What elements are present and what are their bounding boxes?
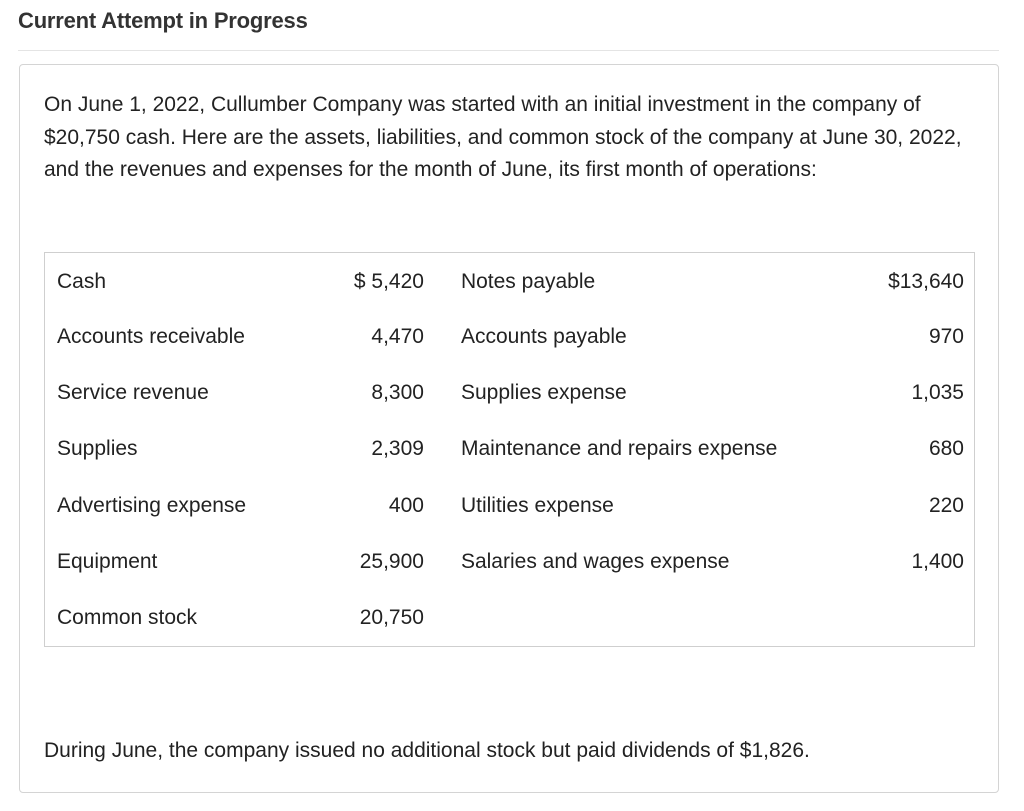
table-row: Cash $ 5,420 Notes payable $13,640 [45,253,975,309]
table-row: Common stock 20,750 [45,590,975,646]
account-label: Advertising expense [57,493,247,517]
account-amount [850,590,974,646]
account-amount: 1,400 [911,550,964,574]
account-label: Service revenue [57,381,209,405]
account-label: Cash [57,269,107,293]
account-label: Salaries and wages expense [460,550,730,574]
account-amount: 400 [388,493,424,517]
account-amount: 970 [928,324,964,348]
table-row: Service revenue 8,300 Supplies expense 1… [45,365,975,421]
question-intro: On June 1, 2022, Cullumber Company was s… [44,93,962,181]
account-amount: 680 [928,437,964,461]
account-label: Accounts receivable [57,324,245,348]
account-amount: 20,750 [359,606,424,630]
heading-divider [18,50,999,51]
account-amount: 2,309 [371,437,424,461]
account-label: Maintenance and repairs expense [460,437,778,461]
account-label: Utilities expense [460,493,614,517]
account-label: Common stock [57,606,198,630]
question-closing: During June, the company issued no addit… [44,739,810,762]
attempt-heading: Current Attempt in Progress [18,8,308,33]
account-amount: 4,470 [371,324,424,348]
account-amount: 8,300 [371,381,424,405]
account-amount: 220 [928,493,964,517]
account-label: Supplies [57,437,138,461]
table-row: Accounts receivable 4,470 Accounts payab… [45,309,975,365]
account-label [434,590,850,646]
account-balances-table: Cash $ 5,420 Notes payable $13,640 Accou… [44,252,975,647]
table-row: Advertising expense 400 Utilities expens… [45,478,975,534]
account-amount: $ 5,420 [353,269,424,293]
table-row: Equipment 25,900 Salaries and wages expe… [45,534,975,590]
account-amount: $13,640 [888,269,964,293]
account-amount: 1,035 [911,381,964,405]
account-label: Notes payable [460,269,596,293]
table-row: Supplies 2,309 Maintenance and repairs e… [45,421,975,477]
account-label: Supplies expense [460,381,627,405]
account-label: Equipment [57,550,158,574]
account-amount: 25,900 [359,550,424,574]
question-card: On June 1, 2022, Cullumber Company was s… [19,64,999,793]
account-label: Accounts payable [460,324,627,348]
